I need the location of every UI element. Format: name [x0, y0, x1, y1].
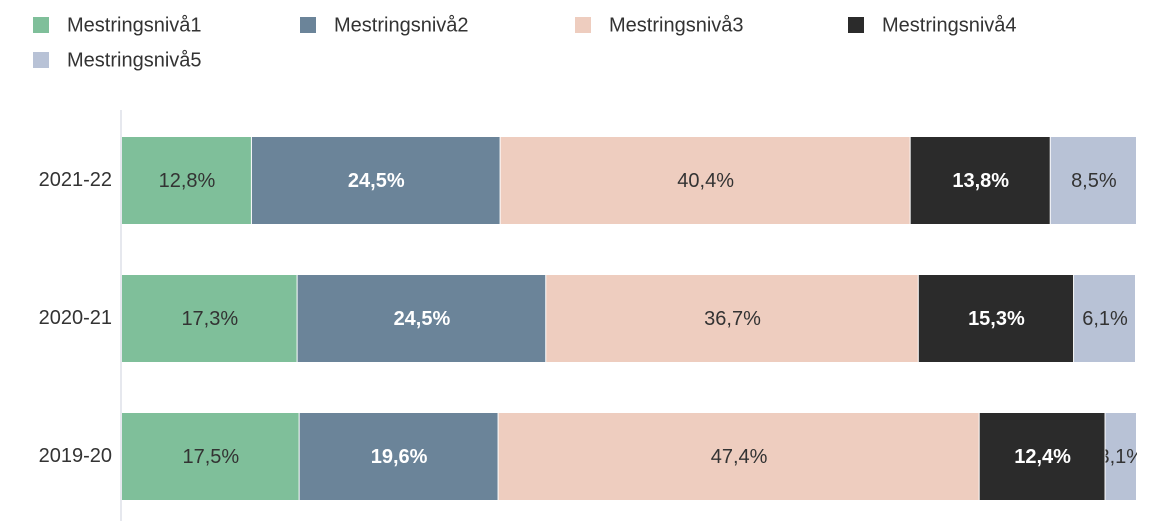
- bar-segment: [918, 275, 1074, 362]
- data-label: 17,5%: [182, 446, 239, 468]
- legend-swatch: [300, 17, 316, 33]
- data-label: 6,1%: [1082, 308, 1128, 330]
- legend-label: Mestringsnivå2: [334, 14, 469, 36]
- bar-segment: [979, 413, 1105, 500]
- data-label: 19,6%: [371, 446, 428, 468]
- data-label: 3,1%: [1098, 446, 1144, 468]
- bar-segment: [122, 413, 299, 500]
- legend-label: Mestringsnivå5: [67, 49, 202, 71]
- y-tick-label: 2021-22: [39, 169, 112, 191]
- data-label: 8,5%: [1071, 170, 1117, 192]
- data-label: 12,4%: [1014, 446, 1071, 468]
- bar-segment: [546, 275, 918, 362]
- legend-label: Mestringsnivå3: [609, 14, 744, 36]
- data-label: 12,8%: [159, 170, 216, 192]
- y-tick-label: 2019-20: [39, 445, 112, 467]
- legend-label: Mestringsnivå1: [67, 14, 202, 36]
- bar-segment: [122, 137, 251, 224]
- data-label: 40,4%: [677, 170, 734, 192]
- legend-swatch: [575, 17, 591, 33]
- bar-segment: [122, 275, 297, 362]
- data-label: 13,8%: [952, 170, 1009, 192]
- bar-segment: [1105, 413, 1136, 500]
- bar-segment: [251, 137, 500, 224]
- data-label: 47,4%: [711, 446, 768, 468]
- bar-segment: [498, 413, 979, 500]
- bar-segment: [1050, 137, 1136, 224]
- data-label: 36,7%: [704, 308, 761, 330]
- bar-segment: [1074, 275, 1135, 362]
- bar-segment: [500, 137, 910, 224]
- legend-swatch: [33, 17, 49, 33]
- bar-segment: [910, 137, 1050, 224]
- data-label: 24,5%: [394, 308, 451, 330]
- legend-swatch: [33, 52, 49, 68]
- data-label: 17,3%: [181, 308, 238, 330]
- data-label: 24,5%: [348, 170, 405, 192]
- bar-segment: [297, 275, 546, 362]
- y-tick-label: 2020-21: [39, 307, 112, 329]
- legend-label: Mestringsnivå4: [882, 14, 1017, 36]
- legend-swatch: [848, 17, 864, 33]
- data-label: 15,3%: [968, 308, 1025, 330]
- bar-segment: [299, 413, 498, 500]
